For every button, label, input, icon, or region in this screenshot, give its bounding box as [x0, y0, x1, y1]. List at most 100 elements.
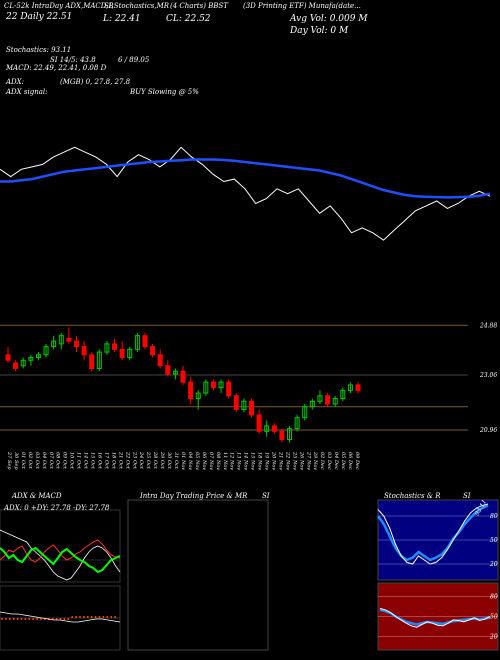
candle-body: [81, 346, 87, 356]
candle-body: [264, 425, 270, 432]
x-date-label: 12 Nov: [229, 452, 235, 470]
header-low: L: 22.41: [103, 14, 141, 24]
buy-signal: BUY Slowing @ 5%: [130, 88, 199, 96]
candle-body: [188, 381, 194, 400]
x-date-label: 17 Oct: [103, 452, 109, 470]
x-date-label: 04 Oct: [41, 452, 47, 470]
x-date-label: 09 Oct: [62, 452, 68, 470]
stoch-panel-title: Stochastics & R: [384, 492, 441, 500]
header-avg-vol: Avg Vol: 0.009 M: [290, 14, 368, 24]
candle-body: [51, 340, 57, 348]
x-date-label: 30 Sep: [13, 452, 19, 470]
x-date-label: 07 Oct: [48, 452, 54, 470]
candle-body: [279, 430, 285, 441]
x-date-label: 15 Nov: [250, 452, 256, 470]
candle-body: [340, 389, 346, 400]
mr-panel: [127, 499, 269, 651]
x-date-label: 08 Nov: [215, 452, 221, 470]
candle-body: [73, 340, 79, 348]
candle-body: [218, 381, 224, 389]
header-ohlc: 22 Daily 22.51: [6, 12, 73, 22]
x-date-label: 27 Sep: [6, 451, 12, 470]
x-date-label: 01 Oct: [20, 452, 26, 470]
x-date-label: 31 Oct: [173, 452, 179, 470]
mrsi-line: [379, 608, 491, 628]
candle-body: [134, 335, 140, 350]
x-date-label: 02 Oct: [27, 452, 33, 470]
x-date-label: 09 Dec: [354, 452, 360, 470]
adx-readout: (MGB) 0, 27.8, 27.8: [60, 78, 131, 86]
candle-body: [112, 343, 118, 350]
candle-body: [347, 384, 353, 391]
x-date-label: 24 Oct: [138, 451, 144, 470]
rsi-level-label: 80: [490, 593, 498, 600]
header-day-vol: Day Vol: 0 M: [290, 26, 349, 36]
x-date-label: 25 Nov: [291, 451, 297, 470]
x-date-label: 13 Nov: [236, 452, 242, 470]
candle-body: [317, 395, 323, 402]
x-date-label: 02 Dec: [319, 452, 325, 470]
candle-body: [332, 398, 338, 405]
candle-body: [28, 357, 34, 361]
x-date-label: 20 Nov: [270, 451, 276, 470]
x-date-label: 06 Nov: [201, 452, 207, 470]
mr-panel-si: SI: [262, 492, 270, 500]
adx-signal-label: ADX signal:: [6, 88, 48, 96]
x-date-label: 22 Nov: [284, 451, 290, 470]
x-date-label: 21 Nov: [277, 451, 283, 470]
x-date-label: 26 Nov: [298, 451, 304, 470]
x-date-label: 27 Nov: [305, 451, 311, 470]
candle-body: [142, 335, 148, 348]
candle-body: [325, 395, 331, 405]
stochastics-level-label: 20: [489, 561, 498, 568]
x-date-label: 03 Dec: [326, 452, 332, 470]
candle-body: [248, 400, 254, 416]
header-title-left: CL-52k IntraDay ADX,MACD,B: [4, 2, 114, 10]
candle-body: [13, 362, 19, 369]
candle-body: [165, 365, 171, 375]
candle-body: [195, 392, 201, 400]
x-date-label: 30 Oct: [166, 452, 172, 470]
candle-body: [89, 354, 95, 369]
header-close: CL: 22.52: [166, 14, 211, 24]
x-date-label: 15 Oct: [90, 452, 96, 470]
mr-panel-title: Intra Day Trading Price & MR: [140, 492, 248, 500]
price-level-label: 20.96: [479, 427, 497, 434]
moving-average-line: [0, 158, 491, 199]
x-date-label: 11 Oct: [76, 452, 82, 470]
x-date-label: 14 Nov: [243, 452, 249, 470]
header-title-mid2: (4 Charts) BBST: [170, 2, 228, 10]
rsi-level-label: 50: [490, 614, 498, 621]
candle-body: [119, 348, 125, 359]
x-date-label: 28 Oct: [152, 451, 158, 470]
candle-body: [180, 370, 186, 383]
x-date-label: 04 Dec: [333, 452, 339, 470]
minus-di-line: [0, 539, 121, 563]
header-title-mid: SI,Stochastics,MR: [104, 2, 170, 10]
x-date-label: 04 Nov: [187, 452, 193, 470]
candle-body: [157, 354, 163, 367]
x-date-label: 01 Nov: [180, 452, 186, 470]
adx-line: [0, 529, 121, 581]
rsi-level-label: 20: [489, 634, 498, 641]
x-date-label: 14 Oct: [83, 452, 89, 470]
stochastics-level-label: 50: [490, 537, 498, 544]
candle-body: [5, 354, 11, 361]
adx-panel: [0, 509, 121, 583]
stochastics-k-line: [377, 503, 489, 565]
candle-body: [35, 354, 41, 359]
candle-body: [355, 384, 361, 391]
x-date-label: 23 Oct: [131, 451, 137, 470]
x-date-label: 05 Nov: [194, 452, 200, 470]
candle-body: [210, 381, 216, 389]
candle-body: [150, 346, 156, 356]
price-close-line: [0, 146, 491, 241]
candle-body: [233, 395, 239, 410]
stoch-panel-si: SI: [463, 492, 471, 500]
candle-body: [58, 335, 64, 345]
x-date-label: 08 Oct: [55, 452, 61, 470]
candle-body: [294, 417, 300, 430]
x-date-label: 19 Nov: [264, 452, 270, 470]
candle-body: [66, 337, 72, 342]
